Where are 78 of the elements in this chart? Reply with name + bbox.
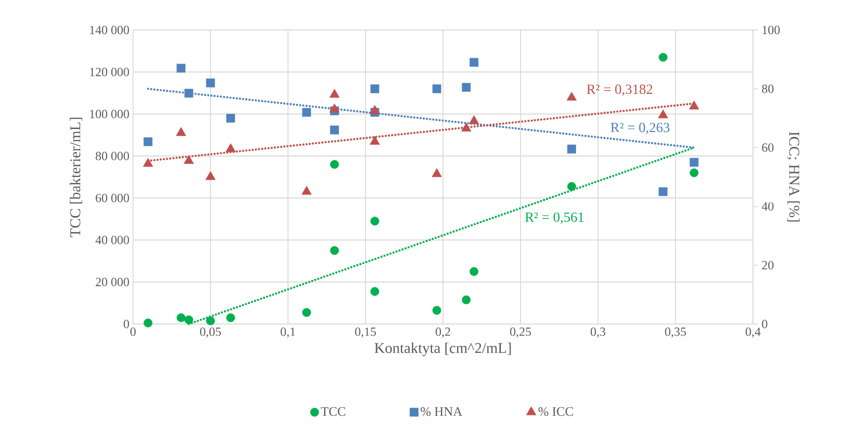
y2-tick-label: 100 bbox=[762, 26, 780, 34]
point bbox=[329, 88, 340, 98]
x-axis-title: Kontaktyta [cm^2/mL] bbox=[374, 342, 511, 356]
y-tick-label: 140 000 bbox=[90, 26, 129, 34]
y-axis-title: TCC [bakterier/mL] bbox=[70, 118, 82, 238]
x-tick-label: 0,2 bbox=[436, 328, 450, 338]
y2-tick-label: 0 bbox=[762, 320, 768, 328]
y2-tick-label: 80 bbox=[762, 84, 774, 93]
point bbox=[462, 82, 471, 92]
point bbox=[461, 122, 472, 132]
point bbox=[658, 109, 668, 118]
point bbox=[658, 187, 668, 196]
point bbox=[370, 287, 380, 296]
x-tick-label: 0,4 bbox=[746, 328, 761, 338]
point bbox=[184, 155, 194, 164]
point bbox=[144, 137, 152, 146]
y-tick-label: 100 000 bbox=[90, 110, 129, 118]
y2-axis-title: ICC; HNA [%] bbox=[787, 132, 800, 222]
point bbox=[567, 144, 576, 154]
point bbox=[176, 313, 186, 322]
point bbox=[370, 105, 380, 114]
point bbox=[206, 316, 215, 326]
point bbox=[302, 108, 311, 117]
point bbox=[468, 115, 480, 124]
point bbox=[329, 104, 340, 112]
y2-tick-label: 40 bbox=[762, 202, 774, 211]
point bbox=[658, 52, 668, 62]
x-tick-label: 0,15 bbox=[355, 328, 376, 338]
y-tick-label: 40 000 bbox=[95, 236, 129, 244]
point bbox=[690, 158, 698, 167]
point bbox=[432, 168, 442, 178]
y2-tick-label: 60 bbox=[762, 143, 774, 152]
point bbox=[370, 84, 380, 94]
point bbox=[144, 318, 152, 328]
point bbox=[184, 315, 194, 324]
point bbox=[226, 114, 236, 123]
point bbox=[143, 158, 154, 167]
y-tick-label: 120 000 bbox=[90, 68, 129, 76]
point bbox=[432, 306, 442, 315]
annotation: R² = 0,3182 bbox=[586, 84, 652, 96]
point bbox=[205, 171, 216, 180]
point bbox=[370, 216, 380, 226]
point bbox=[432, 84, 442, 94]
point bbox=[567, 182, 576, 191]
legend-label: % ICC bbox=[538, 407, 573, 416]
point bbox=[370, 136, 380, 145]
y-tick-label: 80 000 bbox=[96, 152, 129, 160]
point bbox=[184, 88, 194, 98]
x-tick-label: 0,25 bbox=[510, 328, 531, 338]
point bbox=[302, 186, 312, 195]
point bbox=[689, 100, 700, 110]
point bbox=[330, 160, 339, 169]
x-tick-label: 0,35 bbox=[665, 328, 686, 338]
x-tick-label: 0 bbox=[130, 328, 136, 336]
x-tick-label: 0,1 bbox=[280, 328, 296, 338]
legend-label: TCC bbox=[320, 407, 346, 416]
y-tick-label: 0 bbox=[124, 320, 130, 328]
point bbox=[302, 308, 311, 317]
annotation: R² = 0,561 bbox=[525, 212, 584, 224]
point bbox=[226, 143, 236, 152]
point bbox=[470, 267, 478, 276]
point bbox=[206, 78, 215, 88]
y-tick-label: 20 000 bbox=[96, 278, 129, 286]
annotation: R² = 0,263 bbox=[610, 122, 670, 134]
y2-tick-label: 20 bbox=[762, 261, 774, 270]
point bbox=[226, 313, 236, 322]
y-tick-label: 60 000 bbox=[96, 194, 129, 202]
point bbox=[176, 64, 186, 73]
legend-label: % HNA bbox=[420, 407, 462, 416]
point bbox=[470, 58, 478, 67]
point bbox=[566, 92, 577, 101]
point bbox=[690, 168, 698, 178]
point bbox=[462, 295, 471, 304]
x-tick-label: 0,05 bbox=[200, 328, 221, 338]
point bbox=[176, 127, 186, 136]
x-tick-label: 0,3 bbox=[590, 328, 606, 338]
point bbox=[330, 246, 339, 255]
point bbox=[330, 126, 339, 134]
